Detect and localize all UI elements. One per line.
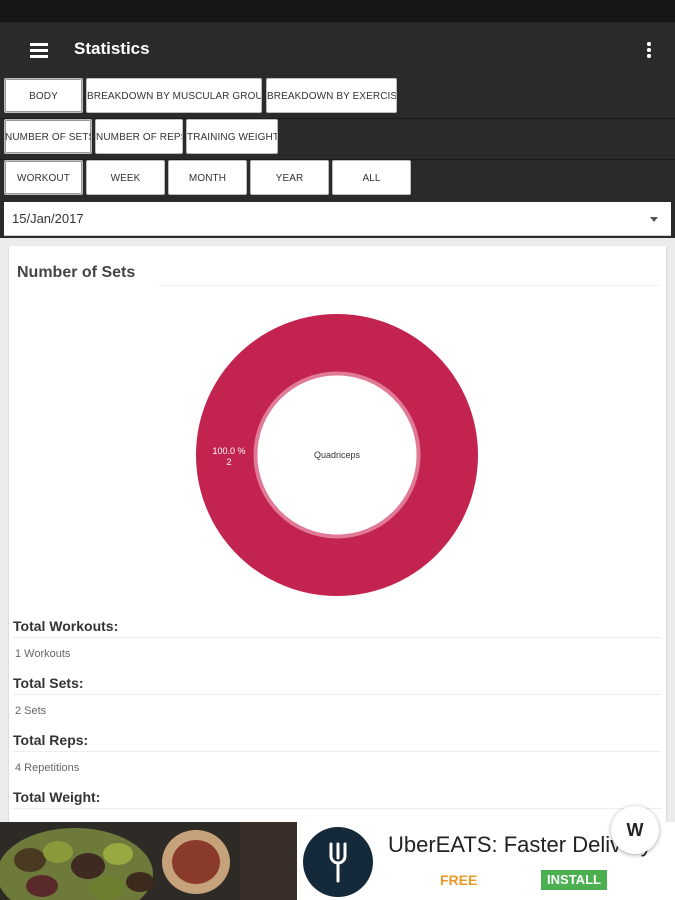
- center-label: Quadriceps: [314, 450, 361, 460]
- tab-all[interactable]: ALL: [332, 160, 411, 195]
- app-bar: Statistics: [0, 22, 675, 78]
- ad-banner[interactable]: UberEATS: Faster Delivery FREE INSTALL: [0, 822, 675, 900]
- slice-percent-label: 100.0 %: [212, 446, 245, 456]
- tab-number-of-reps[interactable]: NUMBER OF REPS: [95, 119, 183, 154]
- ad-headline: UberEATS: Faster Delivery: [388, 832, 652, 857]
- page-title: Statistics: [74, 39, 150, 58]
- tab-month[interactable]: MONTH: [168, 160, 247, 195]
- fork-logo-icon: [298, 822, 378, 900]
- donut-chart: Quadriceps 100.0 %2: [196, 314, 478, 596]
- date-selector[interactable]: 15/Jan/2017: [4, 202, 671, 236]
- tab-breakdown-muscular-group[interactable]: BREAKDOWN BY MUSCULAR GROUP: [86, 78, 262, 113]
- tab-training-weight[interactable]: TRAINING WEIGHT: [186, 119, 278, 154]
- status-bar: [0, 0, 675, 22]
- tab-workout[interactable]: WORKOUT: [4, 160, 83, 195]
- divider: [13, 694, 661, 695]
- heading-divider: [159, 285, 659, 286]
- tab-week[interactable]: WEEK: [86, 160, 165, 195]
- divider: [13, 637, 661, 638]
- total-workouts-label: Total Workouts:: [13, 618, 119, 634]
- w-badge-icon[interactable]: W: [611, 806, 659, 854]
- ad-food-image: [0, 822, 297, 900]
- divider: [13, 808, 661, 809]
- ad-price: FREE: [440, 872, 478, 888]
- tab-number-of-sets[interactable]: NUMBER OF SETS: [4, 119, 92, 154]
- tab-body[interactable]: BODY: [4, 78, 83, 113]
- tab-row-view: BODY BREAKDOWN BY MUSCULAR GROUP BREAKDO…: [0, 78, 675, 119]
- donut-hole-ring: [253, 371, 421, 539]
- date-selector-value: 15/Jan/2017: [12, 211, 84, 226]
- dropdown-arrow-icon: [650, 217, 658, 222]
- donut-slice-quadriceps: [196, 314, 478, 596]
- slice-value-label: 2: [226, 457, 231, 467]
- divider: [13, 751, 661, 752]
- statistics-card: Number of Sets Quadriceps 100.0 % 2 Total …: [9, 246, 666, 826]
- total-workouts-value: 1 Workouts: [15, 648, 71, 660]
- tab-row-metric: NUMBER OF SETS NUMBER OF REPS TRAINING W…: [0, 119, 675, 160]
- card-heading: Number of Sets: [17, 264, 136, 281]
- more-vert-icon[interactable]: [636, 36, 662, 64]
- hamburger-menu-icon[interactable]: [22, 36, 56, 64]
- total-sets-value: 2 Sets: [15, 705, 47, 717]
- install-button[interactable]: INSTALL: [541, 870, 607, 890]
- tab-row-period: WORKOUT WEEK MONTH YEAR ALL: [0, 160, 675, 198]
- total-reps-label: Total Reps:: [13, 732, 89, 748]
- donut-hole: [257, 375, 417, 535]
- total-reps-value: 4 Repetitions: [15, 762, 80, 774]
- tab-year[interactable]: YEAR: [250, 160, 329, 195]
- total-sets-label: Total Sets:: [13, 675, 84, 691]
- tab-breakdown-exercise[interactable]: BREAKDOWN BY EXERCISE: [266, 78, 397, 113]
- total-weight-label: Total Weight:: [13, 789, 101, 805]
